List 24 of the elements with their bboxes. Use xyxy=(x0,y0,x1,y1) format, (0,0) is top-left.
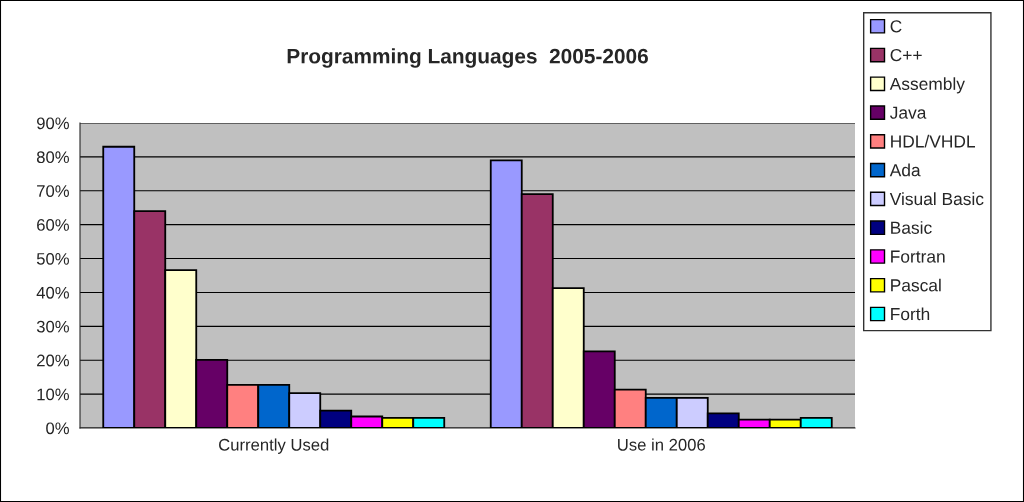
y-tick-label: 80% xyxy=(36,151,69,164)
legend-label: Assembly xyxy=(889,77,965,94)
y-tick-label: 50% xyxy=(36,252,69,265)
y-tick-label: 30% xyxy=(36,320,69,333)
chart-title: Programming Languages 2005-2006 xyxy=(287,48,648,68)
legend-label: Ada xyxy=(889,163,921,177)
x-tick-label: Currently Used xyxy=(219,438,329,454)
y-tick-label: 90% xyxy=(37,117,69,130)
legend-label: Visual Basic xyxy=(889,192,984,206)
y-tick-label: 10% xyxy=(37,388,69,401)
legend-label: Java xyxy=(889,106,927,119)
legend-label: Basic xyxy=(891,221,932,234)
legend-label: HDL/VHDL xyxy=(891,134,976,148)
x-tick-label: Use in 2006 xyxy=(618,438,705,451)
y-tick-label: 0% xyxy=(46,422,69,435)
legend-label: Forth xyxy=(891,307,930,321)
legend-label: C xyxy=(890,20,902,33)
legend-label: C++ xyxy=(890,48,922,62)
y-tick-label: 60% xyxy=(37,219,69,231)
legend-label: Pascal xyxy=(891,278,941,292)
y-tick-label: 40% xyxy=(36,286,69,299)
legend-label: Fortran xyxy=(891,250,945,263)
y-tick-label: 20% xyxy=(37,354,69,367)
y-tick-label: 70% xyxy=(37,185,69,197)
